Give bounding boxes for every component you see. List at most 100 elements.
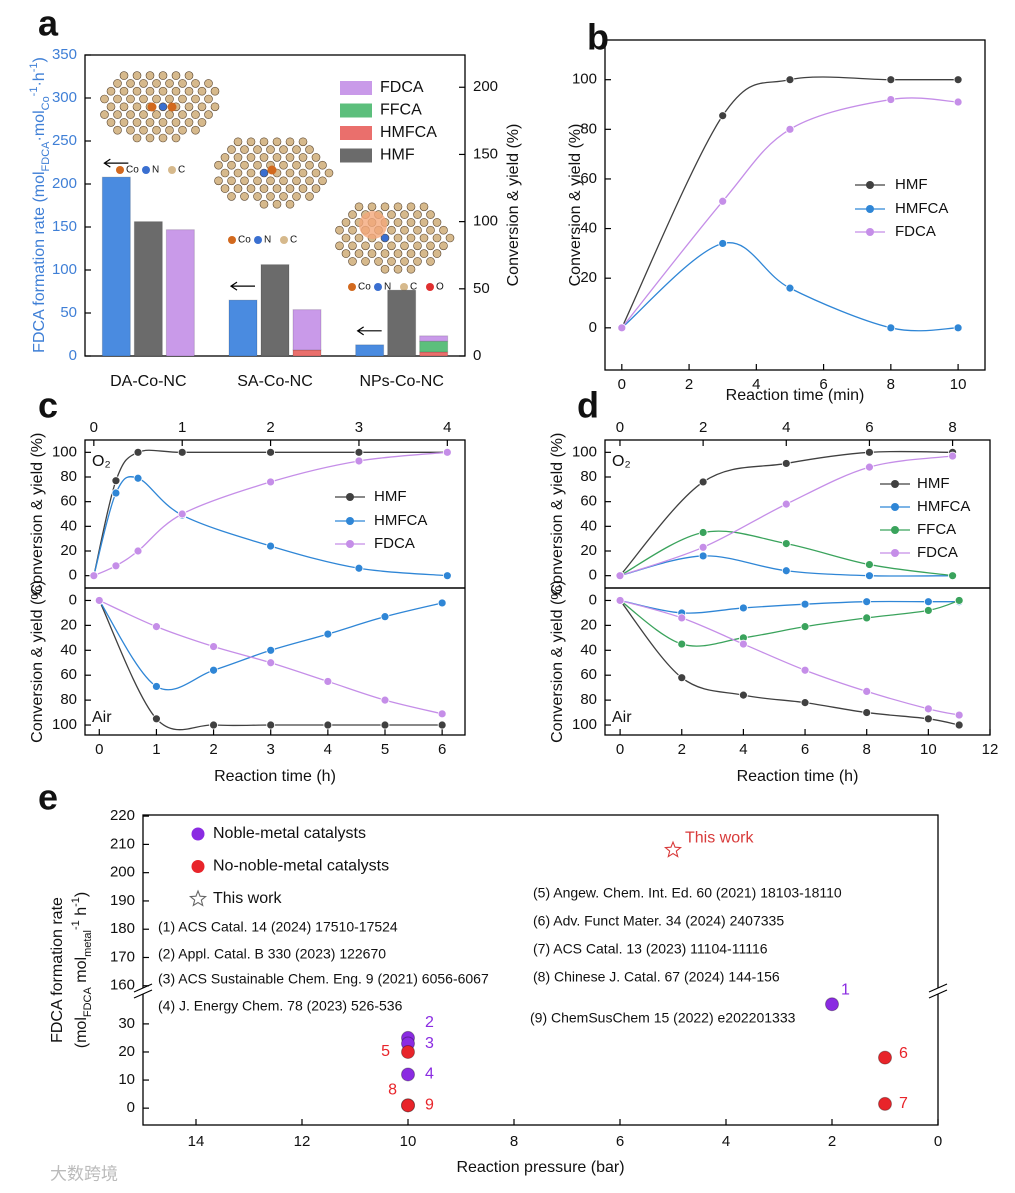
atom xyxy=(152,79,161,88)
atom xyxy=(305,145,314,154)
atom xyxy=(266,192,275,201)
y-tick-label: 100 xyxy=(473,213,498,230)
atom xyxy=(400,210,409,219)
data-point xyxy=(948,451,957,461)
data-point xyxy=(886,323,896,333)
atom xyxy=(413,225,422,235)
atom xyxy=(227,145,236,154)
data-point xyxy=(781,566,791,576)
atom xyxy=(197,102,207,112)
data-point xyxy=(954,720,964,730)
annotation: O₂ xyxy=(92,453,111,470)
x-tick-label: 6 xyxy=(616,1133,624,1150)
atom xyxy=(318,160,327,170)
data-point xyxy=(878,1050,892,1065)
atom xyxy=(178,94,187,104)
bar xyxy=(419,351,449,357)
data-point xyxy=(923,714,933,724)
atom xyxy=(184,118,194,127)
x-tick-label: 2 xyxy=(266,419,274,436)
data-point xyxy=(354,447,364,457)
x-tick-label: 0 xyxy=(95,741,103,758)
legend-swatch xyxy=(340,148,372,163)
x-axis-label: Reaction time (h) xyxy=(214,768,336,785)
y-tick-label: 250 xyxy=(52,132,77,149)
label-part: ) xyxy=(73,892,90,897)
atom xyxy=(298,137,308,147)
bar xyxy=(101,176,131,357)
reference: (1) ACS Catal. 14 (2024) 17510-17524 xyxy=(158,919,398,935)
data-point xyxy=(865,560,874,569)
atom xyxy=(285,199,295,209)
atom xyxy=(240,192,249,201)
legend-swatch xyxy=(340,81,372,95)
data-point xyxy=(152,714,161,724)
data-point xyxy=(739,690,748,700)
atom xyxy=(152,125,161,135)
y-tick-label: 40 xyxy=(60,517,77,534)
atom xyxy=(253,176,262,186)
atom xyxy=(132,86,142,96)
atom xyxy=(119,118,129,127)
annotation: Air xyxy=(612,709,632,726)
data-point xyxy=(698,477,708,487)
atom xyxy=(253,192,262,201)
data-point xyxy=(94,596,104,605)
atom xyxy=(426,210,435,219)
label-part: h xyxy=(73,907,90,920)
atom xyxy=(132,102,142,112)
atom xyxy=(400,257,409,266)
bar xyxy=(260,264,290,357)
y-axis-label: FDCA formation rate xyxy=(49,897,66,1043)
legend-marker xyxy=(891,480,899,488)
data-point xyxy=(718,111,728,121)
x-tick-label: 10 xyxy=(400,1133,417,1150)
y-axis-label: Conversion & yield (%) xyxy=(29,433,46,596)
data-point xyxy=(437,720,447,730)
y-axis-label: (molFDCA molmetal-1 h-1) xyxy=(70,892,94,1048)
atom xyxy=(335,225,344,235)
atom xyxy=(374,241,383,251)
data-point xyxy=(152,622,161,632)
x-tick-label: 14 xyxy=(188,1133,205,1150)
atom xyxy=(191,110,200,119)
data-point xyxy=(401,1098,415,1113)
atom xyxy=(246,153,256,162)
atom xyxy=(178,110,187,119)
atom-key-label: N xyxy=(264,235,271,246)
atom xyxy=(419,233,429,243)
legend-label: This work xyxy=(213,890,282,907)
atom xyxy=(132,133,142,143)
y-tick-label: 300 xyxy=(52,89,77,106)
atom xyxy=(259,137,269,147)
data-point xyxy=(401,1067,415,1082)
data-point xyxy=(953,75,963,85)
y-tick-label: 210 xyxy=(110,835,135,852)
y-tick-label: 0 xyxy=(473,347,481,364)
data-point xyxy=(615,596,625,605)
x-tick-label: 12 xyxy=(982,741,999,758)
atom xyxy=(145,71,155,80)
legend-marker xyxy=(891,549,899,557)
data-point xyxy=(266,720,276,730)
y-tick-label: 100 xyxy=(52,716,77,733)
atom xyxy=(380,249,390,258)
atom xyxy=(158,86,168,96)
x-tick-label: NPs-Co-NC xyxy=(359,373,443,390)
reference: (8) Chinese J. Catal. 67 (2024) 144-156 xyxy=(533,969,780,985)
point-label: 8 xyxy=(388,1082,397,1099)
atom xyxy=(259,153,269,162)
atom xyxy=(204,110,213,119)
atom xyxy=(445,233,455,243)
data-point xyxy=(209,665,218,675)
data-point xyxy=(781,499,791,509)
y-tick-label: 0 xyxy=(69,567,77,584)
atom xyxy=(139,79,148,88)
atom-key xyxy=(426,283,434,291)
atom xyxy=(158,102,168,112)
atom xyxy=(413,210,422,219)
point-label: 9 xyxy=(425,1097,434,1114)
atom xyxy=(311,153,321,162)
y-tick-label: 80 xyxy=(580,468,597,485)
